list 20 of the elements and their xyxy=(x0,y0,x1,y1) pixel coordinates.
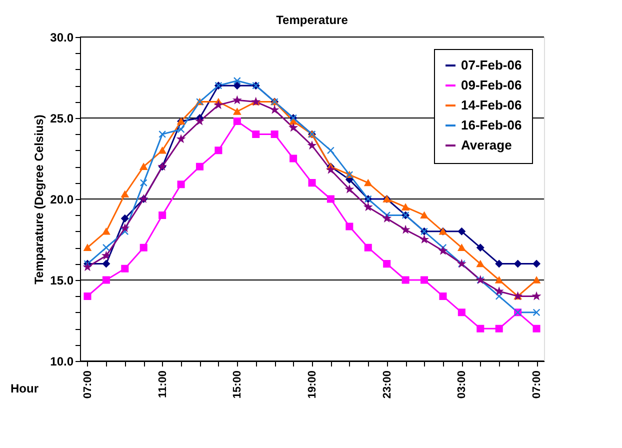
y-tick-label: 25.0 xyxy=(50,112,74,126)
y-axis-title: Temparature (Degree Celsius) xyxy=(32,114,46,284)
x-tick-label: 07:00 xyxy=(531,370,544,399)
x-tick-label: 07:00 xyxy=(82,370,94,399)
x-tick-label: 11:00 xyxy=(156,370,169,398)
y-tick-label: 10.0 xyxy=(50,354,74,368)
y-tick-label: 15.0 xyxy=(50,274,74,288)
chart-title: Temperature xyxy=(276,13,348,27)
x-tick-label: 15:00 xyxy=(232,370,244,399)
legend-label: 09-Feb-06 xyxy=(461,78,522,92)
x-axis-title: Hour xyxy=(10,382,39,396)
legend-label: 16-Feb-06 xyxy=(461,118,522,132)
y-tick-label: 30.0 xyxy=(50,30,74,44)
x-tick-label: 03:00 xyxy=(456,370,468,399)
x-tick-label: 23:00 xyxy=(381,370,394,399)
legend-label: 07-Feb-06 xyxy=(461,58,522,72)
legend-label: 14-Feb-06 xyxy=(461,98,522,112)
legend-label: Average xyxy=(461,138,512,152)
x-tick-label: 19:00 xyxy=(306,370,318,399)
y-tick-label: 20.0 xyxy=(50,192,74,206)
